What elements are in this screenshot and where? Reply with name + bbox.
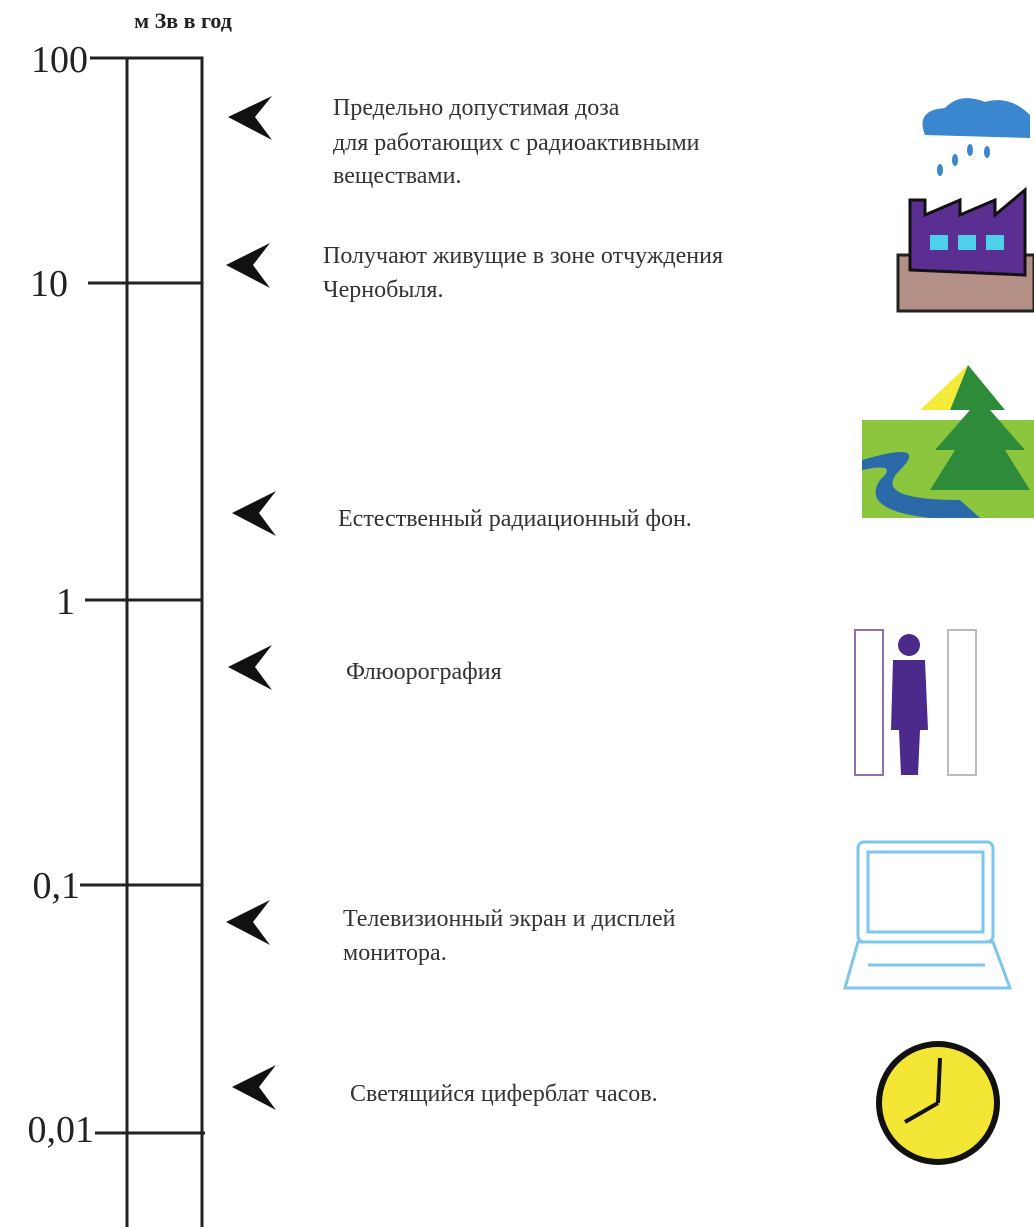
pointer-arrow [226, 900, 270, 945]
tick-label: 0,1 [33, 865, 81, 907]
item-text: монитора. [343, 940, 447, 966]
pointer-arrow [226, 243, 270, 288]
pointer-arrow [232, 1065, 276, 1110]
pointer-arrow [228, 645, 272, 690]
item-text: Чернобыля. [323, 277, 443, 303]
item-text: Предельно допустимая доза [333, 95, 620, 121]
pointer-arrow [228, 96, 272, 140]
xray-icon [855, 630, 976, 775]
tick-label: 1 [56, 581, 75, 623]
tick-label: 100 [31, 39, 88, 81]
pointers [226, 96, 276, 1110]
landscape-icon [862, 365, 1034, 518]
tick-label: 10 [30, 263, 68, 305]
item-text: Флюорография [346, 659, 502, 685]
diagram: м Зв в год 100 10 1 0,1 0,01 Предельно д… [0, 0, 1034, 1227]
factory-icon [898, 98, 1034, 311]
clock-icon [876, 1041, 1000, 1165]
item-text: Естественный радиационный фон. [338, 506, 692, 532]
computer-icon [845, 842, 1010, 988]
unit-label: м Зв в год [134, 8, 232, 33]
item-text: Телевизионный экран и дисплей [343, 906, 676, 932]
item-text: Получают живущие в зоне отчуждения [323, 243, 723, 269]
tick-label: 0,01 [28, 1109, 95, 1151]
pointer-arrow [232, 491, 276, 536]
scale-column [127, 58, 202, 1227]
item-text: Светящийся циферблат часов. [350, 1081, 658, 1107]
item-text: веществами. [333, 163, 461, 189]
item-text: для работающих с радиоактивными [333, 130, 700, 156]
